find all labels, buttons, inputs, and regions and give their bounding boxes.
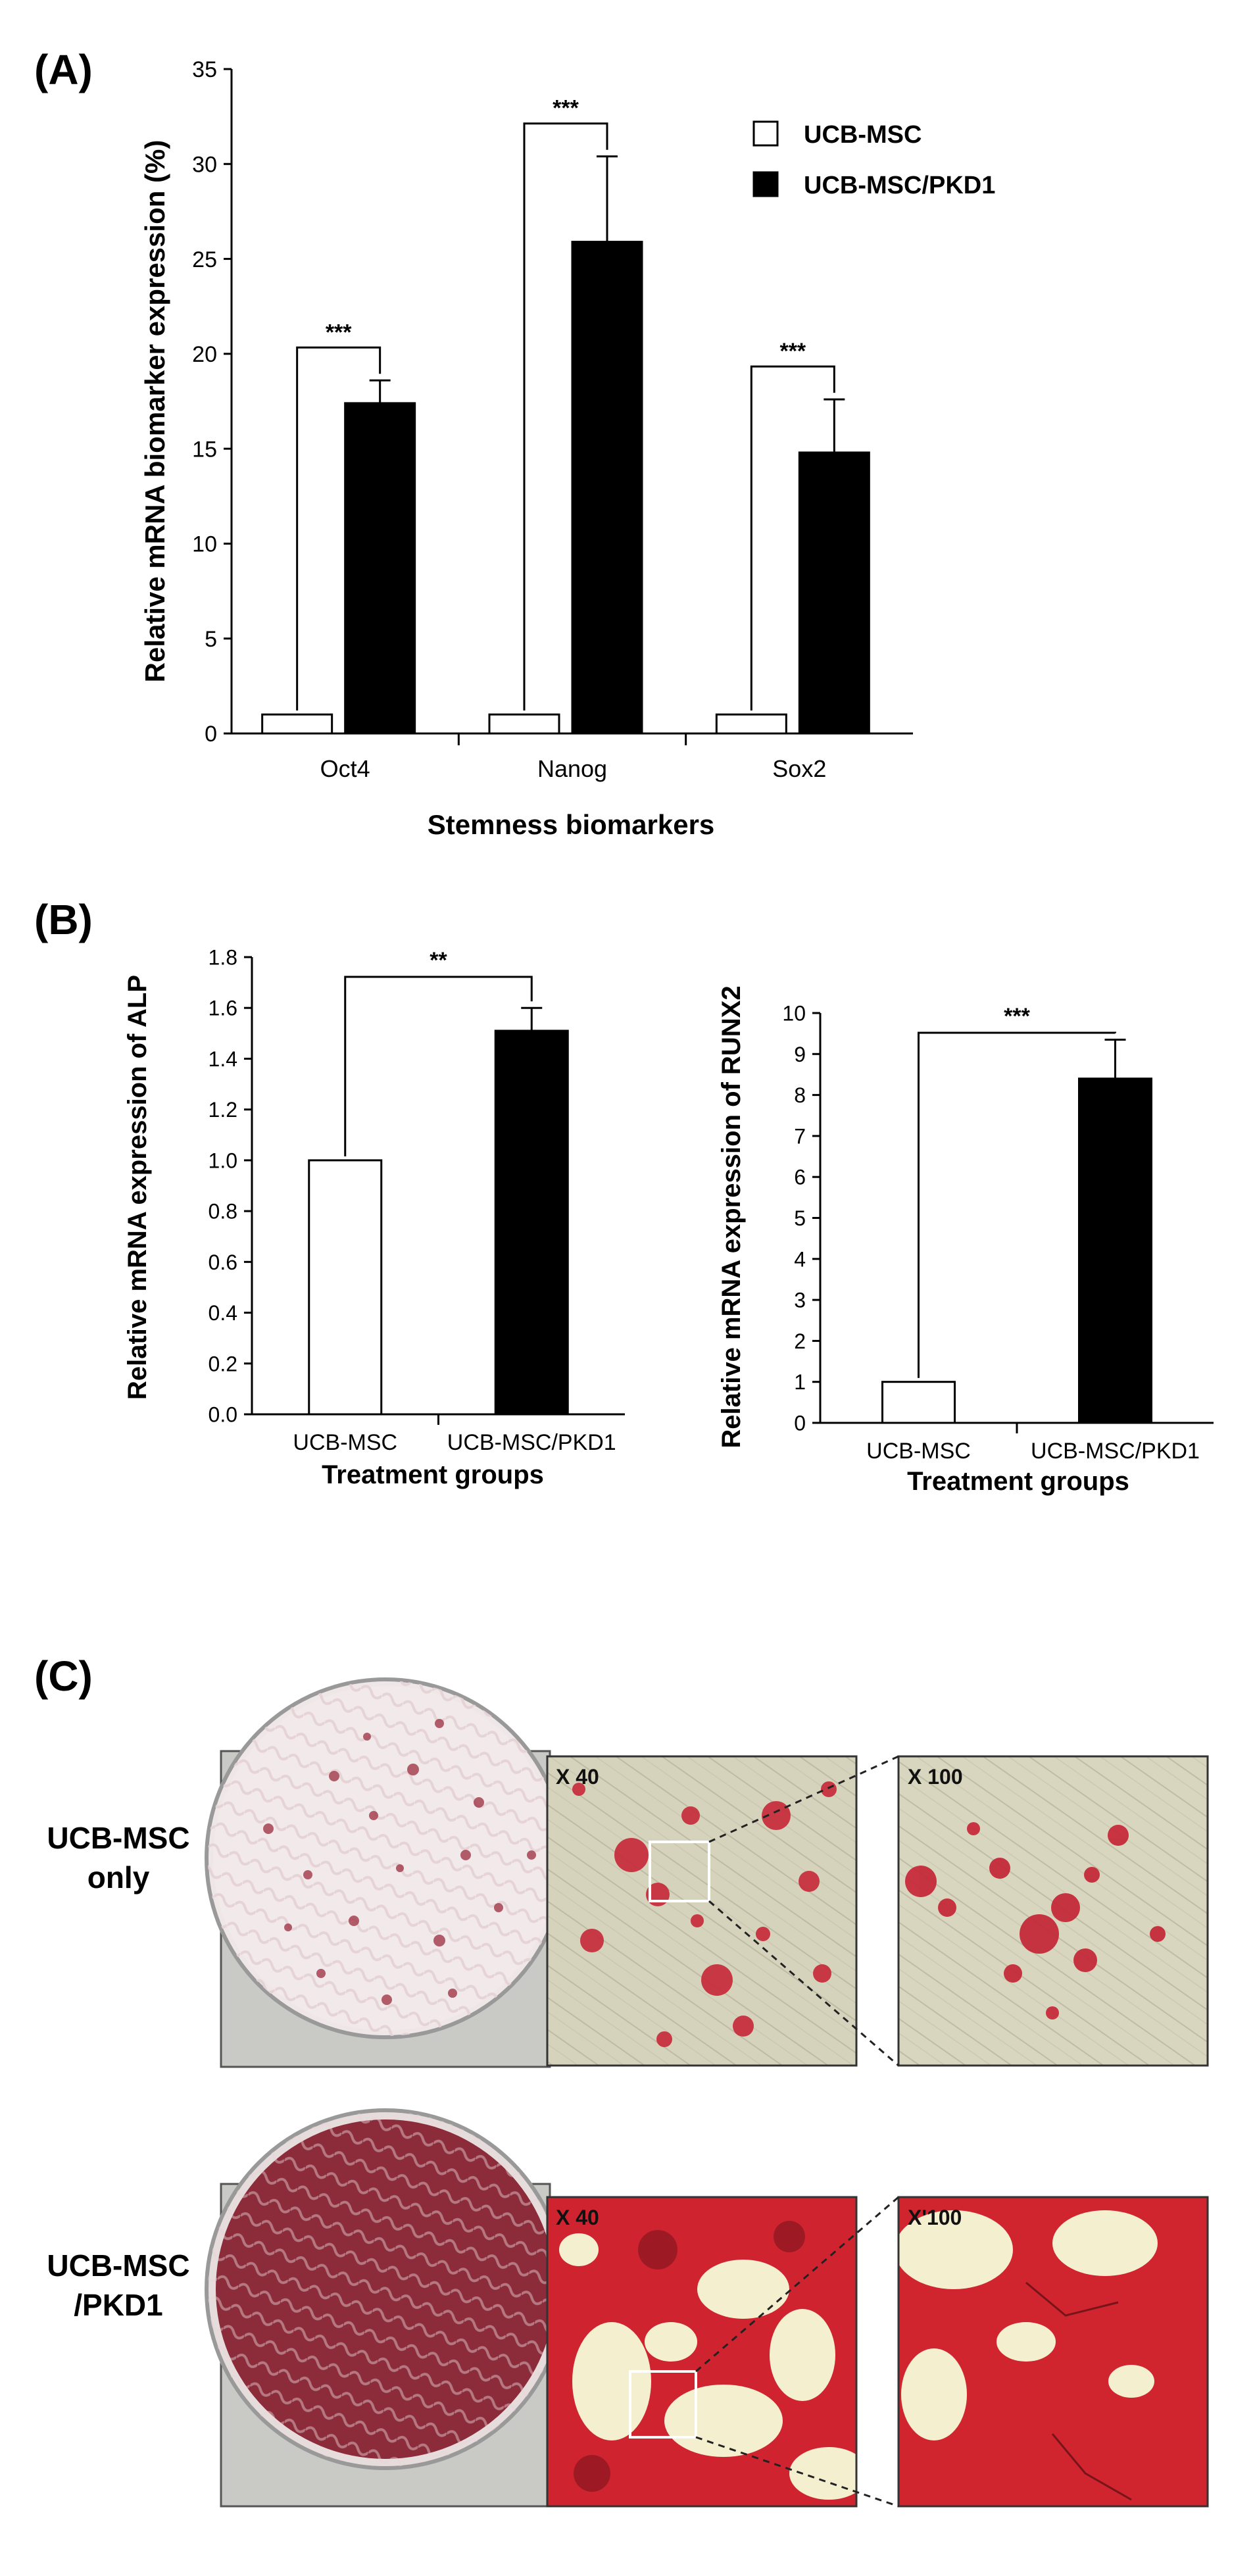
chart-b2: 0 1 2 3 4 5 6 7 8 9 10 UCB-MSC UCB-MSC/PKD1 *** — [782, 1002, 1214, 1464]
chart-b1-ytick-label: 1.2 — [209, 1098, 237, 1122]
chart-b2-ytick-label: 9 — [794, 1043, 806, 1066]
chart-a-significance-bracket — [523, 122, 608, 711]
micrograph-ucb-msc-x40: X 40 — [546, 1755, 858, 2067]
magnification-label-r1-x100: X 100 — [908, 1765, 963, 1789]
chart-b2-ytick-label: 6 — [794, 1166, 806, 1189]
zoom-box-row-2 — [629, 2370, 697, 2439]
row-label-2-line-2: /PKD1 — [74, 2288, 162, 2322]
chart-b1-xlabel: Treatment groups — [322, 1460, 544, 1489]
chart-a-ytick-label: 0 — [205, 722, 217, 747]
magnification-label-r2-x40: X 40 — [556, 2206, 599, 2229]
chart-a-ytick-label: 35 — [192, 57, 217, 82]
chart-b2-category-label: UCB-MSC — [866, 1439, 971, 1464]
chart-b1-bar — [494, 1029, 569, 1416]
chart-b2-ytick-label: 10 — [782, 1002, 806, 1026]
chart-b1-ytick-label: 0.2 — [209, 1352, 237, 1375]
legend-swatch-ucb-msc-pkd1 — [752, 171, 779, 197]
chart-a-significance-label: *** — [779, 339, 806, 364]
zoom-line-r2-bottom — [695, 2436, 899, 2508]
row-label-1-line-1: UCB-MSC — [47, 1821, 189, 1855]
chart-b1-category-label: UCB-MSC/PKD1 — [447, 1430, 616, 1455]
chart-b1-ytick-label: 0.0 — [209, 1403, 237, 1427]
zoom-line-r1-bottom — [708, 1900, 899, 2067]
chart-b1-ytick-label: 1.8 — [209, 946, 237, 970]
chart-b2-ytick-label: 7 — [794, 1124, 806, 1148]
chart-a-ytick-label: 20 — [192, 342, 217, 367]
dish-photo-ucb-msc-only — [205, 1677, 566, 2068]
chart-b1-bar — [308, 1159, 383, 1416]
chart-b2-ytick-label: 4 — [794, 1247, 806, 1271]
legend-label-ucb-msc: UCB-MSC — [804, 121, 922, 149]
chart-b1-ytick-label: 0.8 — [209, 1200, 237, 1224]
chart-b2-ytick-label: 1 — [794, 1370, 806, 1394]
chart-a-bar-ucb-msc — [715, 713, 787, 735]
chart-b1-significance-label: ** — [430, 948, 447, 973]
chart-a-xlabel: Stemness biomarkers — [428, 809, 715, 840]
panel-label-b: (B) — [34, 896, 93, 943]
dish-photo-ucb-msc-pkd1 — [205, 2108, 566, 2508]
chart-a-bar-ucb-msc — [488, 713, 560, 735]
magnification-label-r2-x100: X'100 — [908, 2206, 962, 2229]
chart-a-category-label: Sox2 — [772, 755, 826, 782]
panel-label-c: (C) — [34, 1652, 93, 1700]
chart-b1: 0.0 0.2 0.4 0.6 0.8 1.0 1.2 1.4 1.6 1.8 UCB-MSC UCB… — [209, 946, 625, 1455]
chart-b1-significance-bracket — [344, 976, 533, 1156]
chart-b1-ytick-label: 1.6 — [209, 997, 237, 1020]
chart-a-ylabel: Relative mRNA biomarker expression (%) — [139, 140, 170, 683]
chart-b2-bar — [1078, 1077, 1152, 1424]
zoom-line-r2-top — [695, 2196, 899, 2373]
micrograph-ucb-msc-pkd1-x40: X 40 — [546, 2196, 858, 2508]
chart-b1-ytick-label: 1.0 — [209, 1149, 237, 1172]
legend-a: UCB-MSC UCB-MSC/PKD1 — [752, 120, 995, 199]
chart-a-category-label: Nanog — [537, 755, 607, 782]
chart-b1-ytick-label: 0.6 — [209, 1251, 237, 1274]
chart-b2-ytick-label: 3 — [794, 1289, 806, 1312]
chart-b2-ytick-label: 5 — [794, 1206, 806, 1230]
legend-swatch-ucb-msc — [752, 120, 779, 147]
chart-a-ytick-label: 30 — [192, 153, 217, 178]
chart-b2-xlabel: Treatment groups — [907, 1467, 1129, 1496]
chart-a-category-label: Oct4 — [320, 755, 370, 782]
chart-a: 0 5 10 15 20 25 30 35 *** Oct4 *** Nanog *** Sox2 — [192, 57, 913, 782]
legend-label-ucb-msc-pkd1: UCB-MSC/PKD1 — [804, 172, 995, 199]
chart-b2-significance-label: *** — [1004, 1004, 1030, 1029]
chart-b1-ytick-label: 1.4 — [209, 1047, 237, 1071]
chart-a-bar-ucb-msc-pkd1 — [798, 451, 870, 735]
chart-a-significance-label: *** — [553, 96, 579, 121]
chart-b2-ytick-label: 8 — [794, 1083, 806, 1107]
micrograph-ucb-msc-x100: X 100 — [897, 1755, 1209, 2067]
chart-a-ytick-label: 25 — [192, 247, 217, 272]
chart-b2-ytick-label: 2 — [794, 1329, 806, 1353]
magnification-label-r1-x40: X 40 — [556, 1765, 599, 1789]
chart-b2-bar — [881, 1381, 956, 1424]
row-label-2-line-1: UCB-MSC — [47, 2248, 189, 2283]
chart-b2-ylabel: Relative mRNA expression of RUNX2 — [717, 985, 746, 1448]
zoom-box-row-1 — [649, 1841, 710, 1902]
micrograph-ucb-msc-pkd1-x100: X'100 — [897, 2196, 1209, 2508]
chart-a-bar-ucb-msc-pkd1 — [571, 241, 643, 735]
chart-a-ytick-label: 10 — [192, 532, 217, 557]
chart-a-bar-ucb-msc — [261, 713, 333, 735]
chart-b2-category-label: UCB-MSC/PKD1 — [1031, 1439, 1200, 1464]
chart-b1-ytick-label: 0.4 — [209, 1301, 237, 1325]
chart-b2-significance-bracket — [918, 1031, 1116, 1378]
chart-a-ytick-label: 5 — [205, 627, 217, 652]
chart-a-ytick-label: 15 — [192, 437, 217, 462]
chart-b1-ylabel: Relative mRNA expression of ALP — [123, 975, 152, 1400]
chart-a-significance-bracket — [750, 365, 835, 711]
chart-a-significance-label: *** — [326, 320, 352, 345]
row-label-1-line-2: only — [87, 1860, 150, 1895]
chart-a-bar-ucb-msc-pkd1 — [344, 402, 416, 735]
chart-b2-ytick-label: 0 — [794, 1412, 806, 1435]
chart-b1-category-label: UCB-MSC — [293, 1430, 397, 1455]
panel-label-a: (A) — [34, 46, 93, 93]
chart-a-significance-bracket — [296, 346, 381, 711]
